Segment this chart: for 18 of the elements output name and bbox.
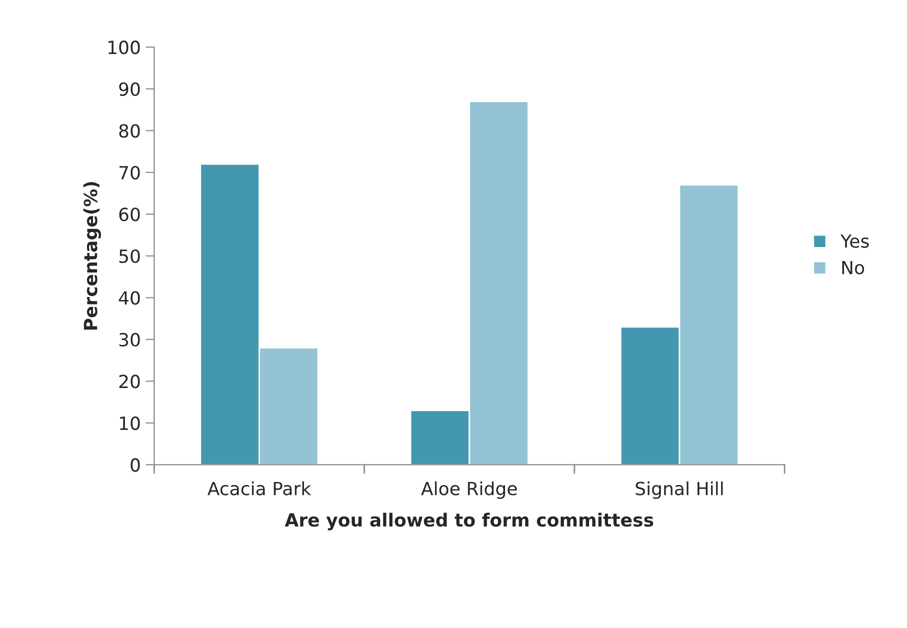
x-tick-label: Aloe Ridge: [421, 481, 517, 499]
y-tick-label: 100: [108, 40, 140, 54]
y-tick-label: 40: [118, 291, 140, 305]
legend-label: No: [842, 260, 864, 274]
x-tick-label: Signal Hill: [636, 481, 723, 499]
y-axis-title: Percentage(%): [83, 182, 101, 330]
y-tick-label: 10: [120, 416, 140, 430]
y-tick-label: 60: [119, 208, 140, 222]
y-tick-label: 0: [130, 458, 140, 472]
legend-label: Yes: [840, 234, 869, 248]
x-tick-label: Acacia Park: [207, 481, 312, 496]
y-tick-label: 20: [119, 374, 140, 388]
y-tick-label: 70: [120, 166, 140, 180]
x-axis-title: Are you allowed to form committess: [284, 512, 654, 530]
y-tick-label: 50: [119, 249, 140, 264]
y-tick-label: 90: [119, 82, 140, 96]
y-tick-label: 30: [119, 332, 140, 347]
y-tick-label: 80: [119, 124, 140, 138]
